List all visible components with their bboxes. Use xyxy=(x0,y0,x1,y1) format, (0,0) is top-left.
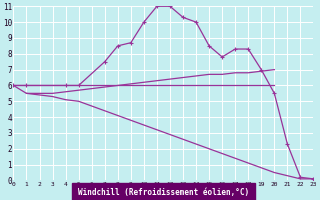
X-axis label: Windchill (Refroidissement éolien,°C): Windchill (Refroidissement éolien,°C) xyxy=(78,188,249,197)
